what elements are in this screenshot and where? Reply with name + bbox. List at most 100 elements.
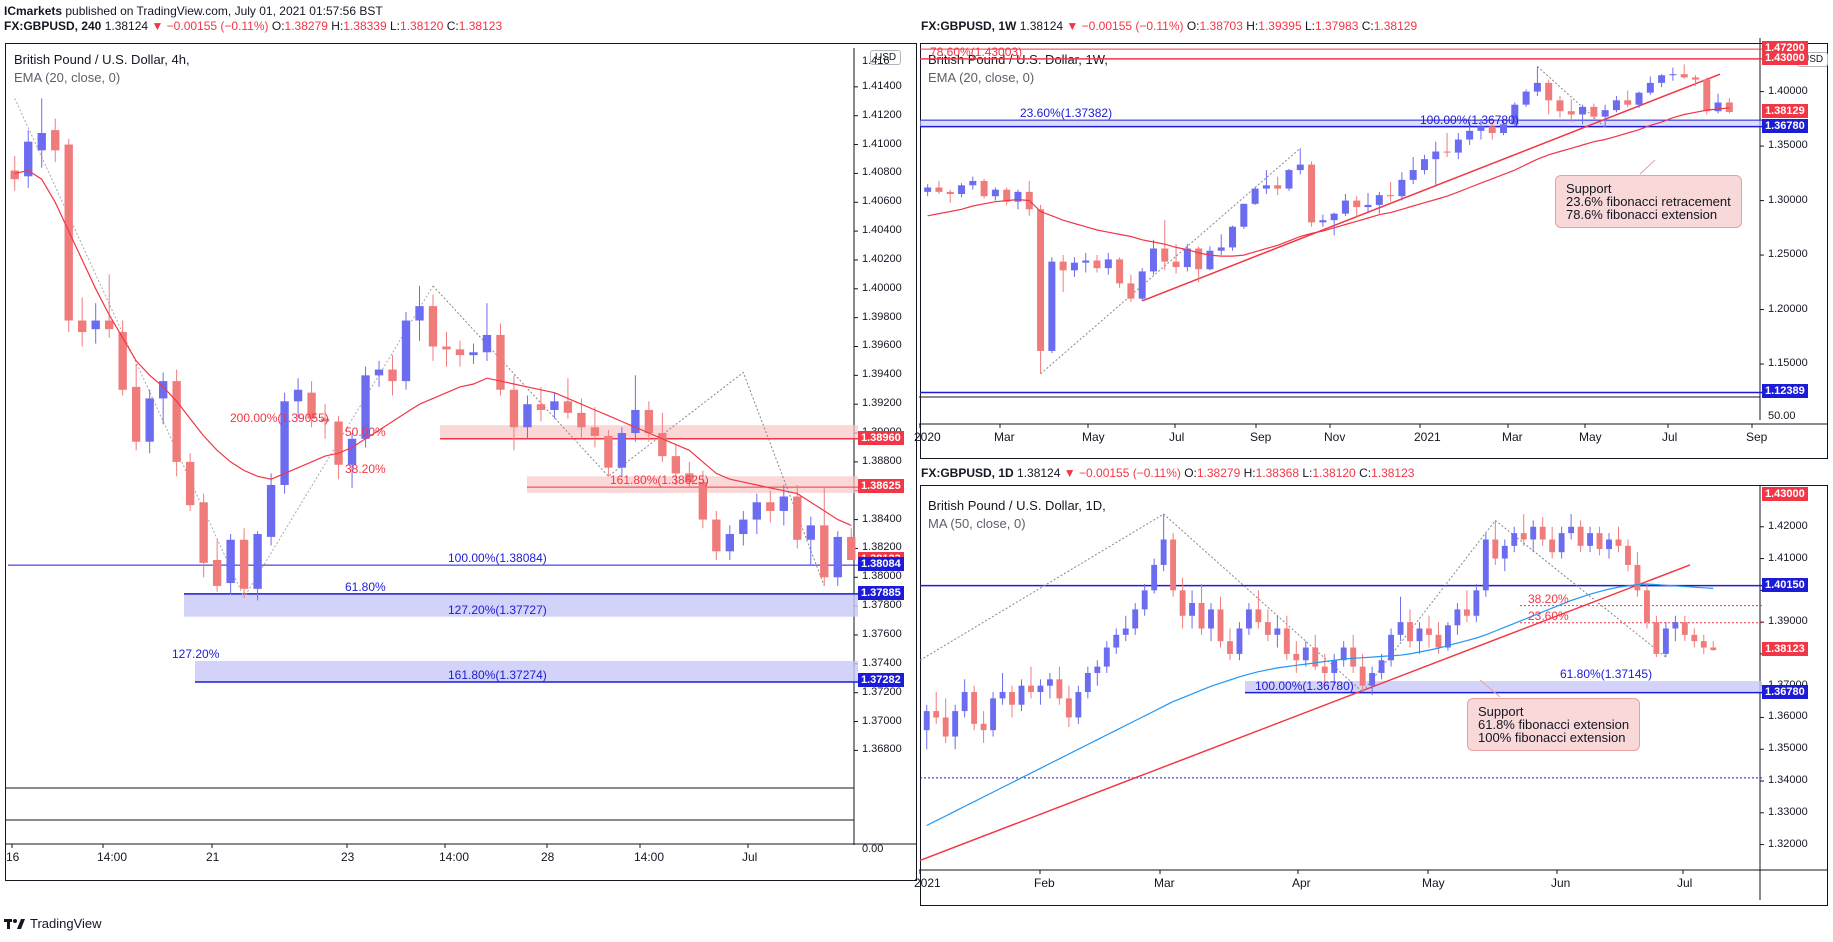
candle-body — [952, 711, 959, 737]
candle-body — [536, 404, 546, 410]
y-tick-label: 1.41000 — [862, 137, 902, 150]
candle-body — [1556, 100, 1564, 112]
candle-body — [1312, 647, 1319, 667]
candle-body — [1416, 628, 1423, 642]
candle-body — [1601, 110, 1609, 117]
candle-body — [990, 698, 997, 731]
candle-body — [1293, 653, 1300, 661]
candle-body — [1522, 91, 1530, 105]
chart-panel-4h[interactable] — [5, 43, 917, 881]
currency-label-4h[interactable]: USD — [870, 50, 902, 65]
fib-swing-dotted — [1040, 147, 1301, 375]
candle-body — [1409, 170, 1417, 180]
candle-body — [105, 320, 114, 330]
chart-title-4h: British Pound / U.S. Dollar, 4h, — [14, 52, 190, 67]
support-note-1d: Support 61.8% fibonacci extension 100% f… — [1467, 698, 1641, 751]
last-price-1d: 1.38124 — [1017, 466, 1061, 480]
candle-body — [1127, 283, 1135, 299]
footer-brand[interactable]: TradingView — [4, 916, 102, 931]
candle-body — [1482, 539, 1489, 591]
candle-body — [1075, 692, 1082, 718]
x-tick-label: May — [1422, 876, 1445, 890]
candle-body — [442, 346, 451, 350]
fib-label: 100.00%(1.38084) — [448, 551, 547, 566]
candle-body — [806, 525, 815, 540]
down-arrow-icon: ▼ — [1063, 466, 1076, 480]
candle-body — [1454, 609, 1461, 626]
x-tick-label: 14:00 — [97, 850, 128, 864]
publisher-name[interactable]: ICmarkets — [4, 4, 63, 18]
candle-body — [644, 409, 654, 434]
sub-axis-label: 50.00 — [1768, 410, 1796, 422]
candle-body — [1624, 100, 1632, 105]
candle-body — [1046, 679, 1053, 686]
chart-panel-1w[interactable] — [920, 43, 1828, 459]
candle-body — [1321, 666, 1328, 673]
candle-body — [37, 133, 46, 151]
candle-body — [1545, 82, 1553, 101]
note-line: 61.8% fibonacci extension — [1478, 717, 1630, 732]
down-arrow-icon: ▼ — [1066, 19, 1079, 33]
candle-body — [1048, 261, 1056, 351]
candle-body — [779, 496, 788, 511]
symbol-line-1w: FX:GBPUSD, 1W 1.38124 ▼ −0.00155 (−0.11%… — [921, 19, 1418, 33]
y-tick-label: 1.38400 — [862, 512, 902, 525]
x-tick-label: Mar — [1502, 430, 1523, 444]
candle-body — [793, 496, 802, 540]
candle-body — [1466, 130, 1474, 140]
candle-body — [1658, 75, 1666, 83]
y-tick-label: 1.39600 — [862, 339, 902, 352]
candle-body — [1398, 179, 1406, 197]
fib-label: 61.80% — [345, 579, 386, 594]
ema-line — [14, 169, 852, 526]
x-tick-label: Apr — [1292, 876, 1311, 890]
chart-panel-1d[interactable] — [920, 485, 1828, 906]
candle-body — [1251, 188, 1259, 204]
y-tick-label: 1.38200 — [862, 541, 902, 554]
candle-body — [1183, 248, 1191, 268]
candle-body — [752, 502, 761, 520]
candle-body — [1217, 609, 1224, 642]
publish-info: published on TradingView.com, July 01, 2… — [62, 4, 383, 18]
candle-body — [1520, 533, 1527, 540]
fib-label: 161.80%(1.38625) — [610, 473, 709, 488]
candle-body — [1432, 151, 1440, 160]
candle-body — [577, 412, 586, 428]
indicator-label-1w: EMA (20, close, 0) — [928, 70, 1035, 85]
x-tick-label: Mar — [1154, 876, 1175, 890]
candle-body — [428, 306, 438, 347]
candle-body — [1103, 647, 1110, 667]
candle-body — [1500, 124, 1508, 134]
candle-body — [1612, 100, 1620, 111]
candle-body — [1240, 203, 1248, 227]
y-tick-label: 1.40000 — [862, 281, 902, 294]
candle-body — [671, 456, 681, 474]
close-4h: 1.38123 — [458, 19, 503, 33]
candle-body — [1009, 692, 1015, 705]
candle-body — [1700, 641, 1707, 648]
x-tick-label: Nov — [1324, 430, 1346, 444]
y-tick-label: 1.39400 — [862, 368, 902, 381]
y-tick-label: 1.39200 — [862, 397, 902, 410]
fib-swing-dotted — [1537, 66, 1606, 128]
fib-label: 161.80%(1.37274) — [448, 668, 547, 682]
candle-body — [320, 418, 330, 422]
candle-body — [1302, 647, 1309, 661]
candle-body — [1122, 628, 1129, 635]
note-line: Support — [1478, 704, 1524, 719]
candle-body — [1426, 628, 1432, 635]
price-tag: 1.37885 — [858, 585, 904, 600]
candle-body — [550, 401, 559, 410]
down-arrow-icon: ▼ — [151, 19, 164, 33]
candle-body — [658, 433, 667, 457]
candle-body — [1549, 539, 1556, 553]
candle-body — [1116, 259, 1124, 284]
candle-body — [1606, 539, 1612, 550]
candle-body — [1170, 539, 1177, 591]
candle-body — [509, 389, 519, 428]
candle-body — [1444, 625, 1451, 648]
candle-body — [1245, 609, 1252, 629]
candle-body — [1511, 104, 1519, 125]
candle-body — [1094, 666, 1101, 673]
fib-label: 78.60%(1.43003) — [930, 44, 1023, 59]
